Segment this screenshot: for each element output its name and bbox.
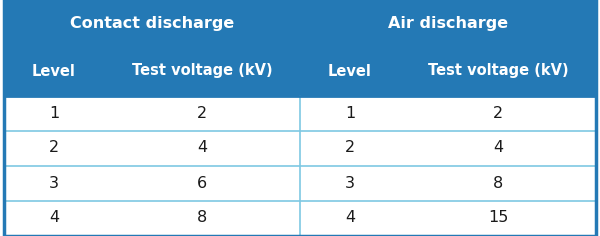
- Text: Contact discharge: Contact discharge: [70, 16, 234, 31]
- Text: 8: 8: [197, 211, 207, 226]
- Text: 4: 4: [345, 211, 355, 226]
- Text: 4: 4: [493, 140, 503, 156]
- Text: Test voltage (kV): Test voltage (kV): [428, 63, 568, 79]
- Text: 4: 4: [49, 211, 59, 226]
- Text: 2: 2: [345, 140, 355, 156]
- Text: 3: 3: [345, 176, 355, 190]
- Text: 6: 6: [197, 176, 207, 190]
- Text: 3: 3: [49, 176, 59, 190]
- Text: Air discharge: Air discharge: [388, 16, 508, 31]
- Text: 2: 2: [49, 140, 59, 156]
- Bar: [4, 96, 596, 236]
- Text: Level: Level: [328, 63, 372, 79]
- Text: 2: 2: [493, 105, 503, 121]
- Text: 15: 15: [488, 211, 508, 226]
- Text: 2: 2: [197, 105, 207, 121]
- Text: 4: 4: [197, 140, 207, 156]
- Text: Level: Level: [32, 63, 76, 79]
- Text: 1: 1: [345, 105, 355, 121]
- Text: Test voltage (kV): Test voltage (kV): [131, 63, 272, 79]
- Bar: [4, 0, 596, 96]
- Text: 8: 8: [493, 176, 503, 190]
- Text: 1: 1: [49, 105, 59, 121]
